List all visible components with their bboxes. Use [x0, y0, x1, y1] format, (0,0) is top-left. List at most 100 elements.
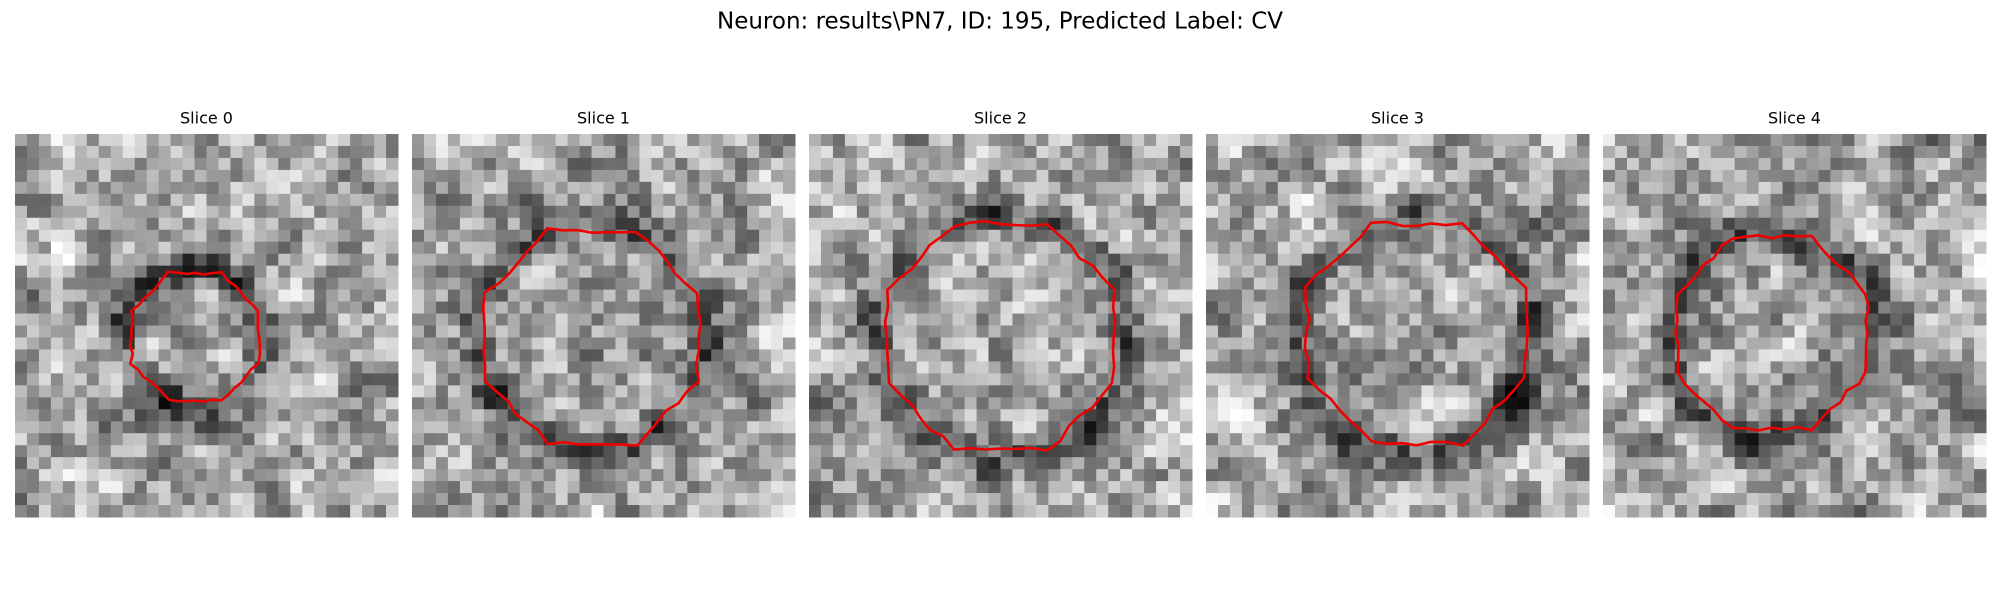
pixel — [1770, 193, 1784, 207]
pixel — [338, 433, 351, 446]
pixel — [687, 157, 700, 171]
pixel — [531, 169, 545, 183]
pixel — [62, 409, 76, 422]
pixel — [350, 265, 363, 279]
pixel — [952, 373, 966, 386]
pixel — [74, 469, 88, 482]
pixel — [1734, 373, 1748, 386]
pixel — [412, 421, 425, 434]
pixel — [844, 361, 858, 374]
pixel — [639, 433, 652, 446]
pixel — [1168, 193, 1181, 207]
pixel — [880, 145, 894, 159]
pixel — [182, 361, 196, 374]
pixel — [1361, 145, 1375, 159]
pixel — [1662, 134, 1676, 147]
pixel — [988, 301, 1001, 315]
pixel — [1301, 229, 1315, 243]
pixel — [423, 337, 437, 350]
pixel — [1084, 205, 1097, 219]
pixel — [603, 397, 616, 410]
pixel — [663, 433, 676, 446]
pixel — [1493, 241, 1506, 255]
pixel — [832, 337, 846, 350]
pixel — [1782, 445, 1795, 458]
pixel — [1241, 457, 1255, 470]
pixel — [98, 313, 112, 326]
pixel — [1890, 373, 1903, 386]
pixel — [1878, 217, 1891, 231]
pixel — [1217, 145, 1231, 159]
pixel — [591, 397, 604, 410]
pixel — [591, 421, 604, 434]
pixel — [567, 253, 581, 267]
pixel — [1565, 421, 1578, 434]
pixel — [1289, 301, 1303, 315]
pixel — [1373, 337, 1387, 350]
pixel — [459, 337, 473, 350]
pixel — [194, 397, 207, 410]
pixel — [1758, 265, 1772, 279]
pixel — [194, 313, 207, 326]
pixel — [1253, 181, 1267, 195]
pixel — [1746, 349, 1760, 362]
pixel — [1132, 253, 1145, 267]
pixel — [146, 445, 160, 458]
pixel — [964, 193, 978, 207]
pixel — [1156, 145, 1169, 159]
pixel — [1505, 181, 1518, 195]
pixel — [423, 217, 437, 231]
pixel — [1770, 205, 1784, 219]
pixel — [386, 169, 399, 183]
pixel — [1794, 205, 1807, 219]
pixel — [1409, 169, 1422, 183]
pixel — [1373, 469, 1387, 482]
pixel — [844, 169, 858, 183]
pixel — [1048, 205, 1061, 219]
pixel — [928, 217, 942, 231]
pixel — [579, 385, 593, 398]
pixel — [1036, 145, 1049, 159]
pixel — [687, 433, 700, 446]
pixel — [110, 265, 124, 279]
pixel — [1241, 169, 1255, 183]
pixel — [1180, 169, 1193, 183]
pixel — [844, 325, 858, 338]
pixel — [976, 169, 990, 183]
pixel — [1421, 253, 1434, 267]
pixel — [314, 157, 327, 171]
pixel — [1722, 433, 1736, 446]
pixel — [182, 169, 196, 183]
pixel — [735, 265, 748, 279]
pixel — [1710, 433, 1724, 446]
pixel — [1650, 325, 1664, 338]
pixel — [723, 409, 736, 422]
pixel — [1313, 337, 1327, 350]
pixel — [567, 385, 581, 398]
pixel — [86, 289, 100, 303]
pixel — [1349, 253, 1363, 267]
pixel — [134, 325, 148, 338]
pixel — [206, 373, 219, 386]
pixel — [952, 241, 966, 255]
pixel — [747, 349, 760, 362]
pixel — [266, 193, 279, 207]
pixel — [579, 265, 593, 279]
pixel — [278, 373, 291, 386]
pixel — [988, 481, 1001, 494]
pixel — [555, 145, 569, 159]
pixel — [1132, 349, 1145, 362]
pixel — [1974, 157, 1987, 171]
pixel — [242, 457, 255, 470]
pixel — [1397, 385, 1410, 398]
pixel — [1517, 505, 1530, 518]
pixel — [904, 337, 918, 350]
pixel — [1782, 145, 1795, 159]
pixel — [1481, 229, 1494, 243]
pixel — [218, 265, 231, 279]
pixel — [1397, 205, 1410, 219]
pixel — [747, 313, 760, 326]
pixel — [1325, 181, 1339, 195]
pixel — [194, 134, 207, 147]
pixel — [1674, 134, 1688, 147]
